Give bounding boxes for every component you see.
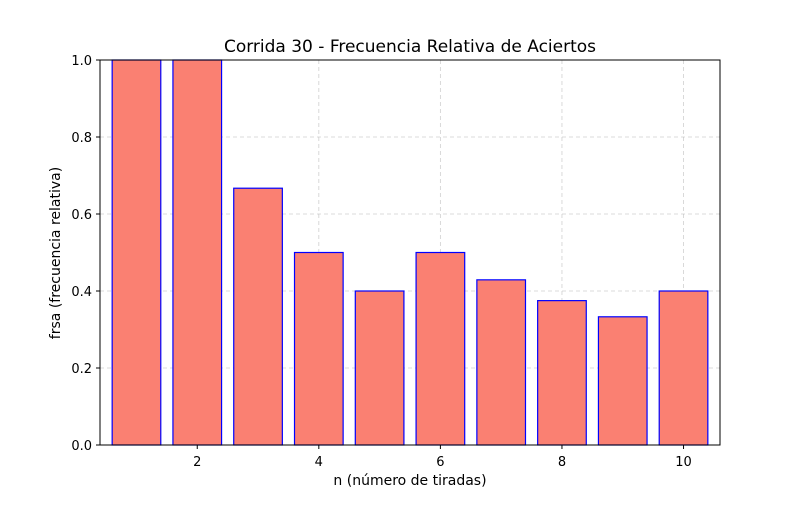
y-tick-label-5: 1.0 [71, 54, 92, 69]
plot-frame [99, 59, 721, 446]
x-tick-label-4: 10 [675, 455, 692, 470]
x-tick-label-1: 4 [315, 455, 323, 470]
bar-n-8 [537, 300, 587, 446]
chart-title: Corrida 30 - Frecuencia Relativa de Acie… [224, 37, 596, 57]
y-axis-label: frsa (frecuencia relativa) [48, 167, 64, 339]
bar-n-3 [233, 187, 283, 446]
bar-n-5 [354, 290, 405, 446]
y-tick-label-3: 0.6 [71, 208, 92, 223]
bar-n-4 [293, 251, 344, 446]
bar-n-7 [476, 279, 527, 446]
bar-n-10 [658, 290, 709, 446]
axes: 2 4 6 8 10 0.0 0.2 0.4 0.6 0.8 1.0 [71, 54, 721, 470]
bar-n-1 [111, 59, 162, 446]
bar-n-9 [597, 316, 648, 446]
x-tick-label-3: 8 [558, 455, 566, 470]
y-tick-label-1: 0.2 [71, 362, 92, 377]
y-tick-label-0: 0.0 [71, 439, 92, 454]
y-tick-label-2: 0.4 [71, 285, 92, 300]
x-tick-label-0: 2 [193, 455, 201, 470]
x-axis-label: n (número de tiradas) [333, 473, 486, 489]
x-tick-label-2: 6 [436, 455, 444, 470]
y-tick-label-4: 0.8 [71, 131, 92, 146]
bar-n-6 [415, 251, 466, 446]
bar-n-2 [172, 59, 223, 446]
